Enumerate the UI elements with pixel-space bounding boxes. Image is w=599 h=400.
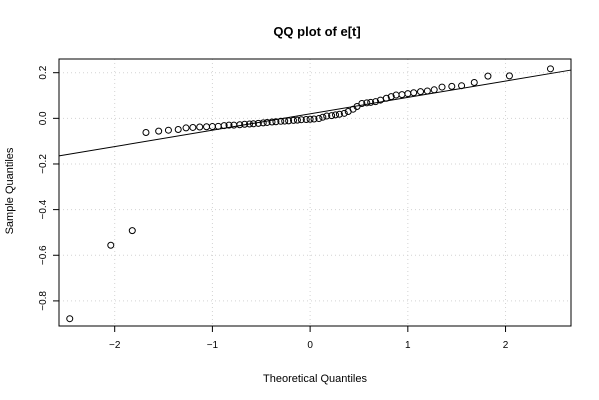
data-point xyxy=(241,120,249,128)
data-point xyxy=(155,127,163,135)
data-point xyxy=(281,117,289,125)
data-point xyxy=(505,72,513,80)
data-point xyxy=(249,120,257,128)
data-point xyxy=(310,115,318,123)
data-point xyxy=(236,121,244,129)
data-point xyxy=(208,123,216,131)
data-point xyxy=(398,91,406,99)
y-axis: −0.8 −0.6 −0.4 −0.2 0.0 0.2 xyxy=(38,65,59,311)
data-point xyxy=(293,116,301,124)
data-point xyxy=(272,118,280,126)
data-point xyxy=(285,117,293,125)
data-point xyxy=(66,315,74,323)
x-axis-label: Theoretical Quantiles xyxy=(263,373,367,385)
y-tick-label: −0.4 xyxy=(38,199,49,219)
data-point xyxy=(268,118,276,126)
data-point xyxy=(259,119,267,127)
data-point xyxy=(448,82,456,90)
data-point xyxy=(306,115,314,123)
data-point xyxy=(182,124,190,132)
data-point xyxy=(297,116,305,124)
x-tick-label: −1 xyxy=(207,340,219,351)
y-tick-label: 0.0 xyxy=(38,111,49,125)
x-tick-label: 1 xyxy=(405,340,411,351)
data-point xyxy=(319,113,327,121)
data-point xyxy=(263,118,271,126)
data-point xyxy=(438,83,446,91)
y-tick-label: 0.2 xyxy=(38,65,49,79)
x-axis: −2 −1 0 1 2 xyxy=(109,326,509,351)
data-point xyxy=(203,123,211,131)
data-point xyxy=(430,86,438,94)
data-point xyxy=(277,117,285,125)
data-point xyxy=(417,88,425,96)
data-point xyxy=(546,65,554,73)
data-point xyxy=(164,126,172,134)
data-point xyxy=(214,122,222,130)
y-axis-label: Sample Quantiles xyxy=(4,147,16,234)
data-point xyxy=(470,79,478,87)
data-point xyxy=(353,102,361,110)
y-tick-label: −0.2 xyxy=(38,154,49,174)
data-point xyxy=(335,110,343,118)
data-point xyxy=(340,109,348,117)
data-point xyxy=(323,112,331,120)
data-point xyxy=(332,111,340,119)
grid-lines xyxy=(59,59,571,326)
data-point xyxy=(225,121,233,129)
data-point xyxy=(107,241,115,249)
data-point xyxy=(410,89,418,97)
data-point xyxy=(174,126,182,134)
data-point xyxy=(363,99,371,107)
data-point xyxy=(328,112,336,120)
y-tick-label: −0.8 xyxy=(38,291,49,311)
data-point xyxy=(290,116,298,124)
plot-frame xyxy=(58,58,572,327)
data-point xyxy=(220,122,228,130)
chart-title: QQ plot of e[t] xyxy=(273,24,360,39)
data-point xyxy=(423,87,431,95)
data-point xyxy=(382,94,390,102)
data-point xyxy=(128,227,136,235)
y-tick-label: −0.6 xyxy=(38,245,49,265)
data-point xyxy=(254,119,262,127)
data-point xyxy=(484,72,492,80)
data-point xyxy=(458,82,466,90)
data-point xyxy=(196,123,204,131)
data-point xyxy=(142,128,150,136)
data-point xyxy=(367,98,375,106)
data-point xyxy=(189,123,197,131)
data-point xyxy=(387,93,395,101)
x-tick-label: 0 xyxy=(307,340,313,351)
sample-points xyxy=(66,65,554,323)
reference-line xyxy=(58,69,572,157)
data-point xyxy=(246,120,254,128)
data-point xyxy=(315,115,323,123)
data-point xyxy=(358,100,366,107)
data-point xyxy=(302,115,310,123)
x-tick-label: 2 xyxy=(503,340,509,351)
x-tick-label: −2 xyxy=(109,340,121,351)
data-point xyxy=(372,98,380,106)
